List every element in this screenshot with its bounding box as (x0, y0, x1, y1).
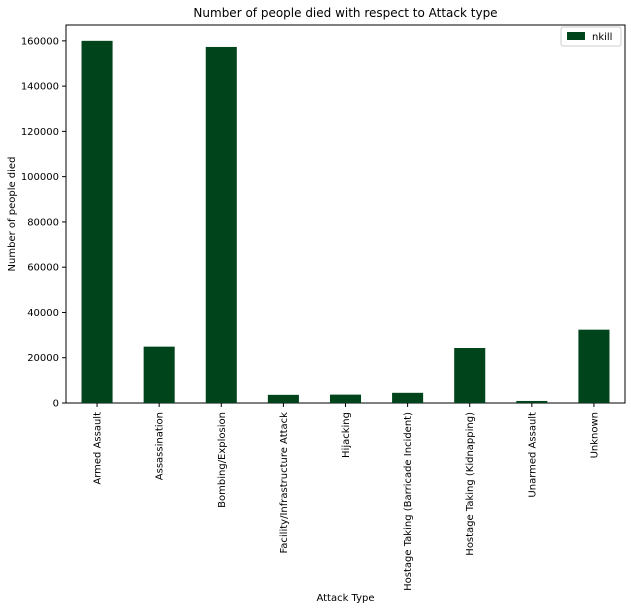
y-tick-label: 80000 (27, 217, 59, 228)
bar (267, 394, 299, 403)
bar (578, 329, 610, 403)
x-tick-label: Bombing/Explosion (217, 412, 228, 508)
x-tick-label: Assassination (155, 412, 166, 480)
y-axis-ticks: 0 20000 40000 60000 80000 100000 120000 140000 1… (21, 36, 66, 410)
y-tick-label: 20000 (27, 353, 59, 364)
legend: nkill (560, 26, 622, 47)
plot-area-frame (65, 24, 626, 404)
y-tick-label: 120000 (21, 127, 59, 138)
y-tick-label: 160000 (21, 36, 59, 47)
y-axis-label: Number of people died (7, 157, 18, 272)
x-tick-label: Unknown (589, 412, 600, 458)
bar (516, 400, 548, 403)
x-tick-label: Unarmed Assault (527, 412, 538, 498)
x-tick-label: Armed Assault (93, 412, 104, 485)
x-tick-label: Facility/Infrastructure Attack (279, 412, 290, 554)
bars-group (81, 40, 610, 404)
y-tick-label: 0 (53, 399, 59, 410)
chart-title: Number of people died with respect to At… (193, 6, 497, 20)
bar (454, 347, 486, 403)
bar (392, 392, 424, 403)
bar (81, 40, 113, 404)
y-tick-label: 60000 (27, 263, 59, 274)
x-tick-label: Hijacking (341, 412, 352, 458)
x-tick-label: Hostage Taking (Barricade Incident) (403, 412, 414, 591)
bar (143, 346, 175, 403)
legend-swatch-nkill (567, 32, 585, 40)
bar (329, 394, 362, 403)
legend-label-nkill: nkill (592, 32, 612, 43)
x-tick-label: Hostage Taking (Kidnapping) (465, 412, 476, 556)
x-axis-label: Attack Type (316, 593, 374, 604)
legend-box (560, 26, 622, 47)
y-tick-label: 140000 (21, 82, 59, 93)
y-tick-label: 40000 (27, 308, 59, 319)
x-axis-ticks: Armed Assault Assassination Bombing/Explos… (93, 403, 600, 591)
bar (205, 46, 237, 403)
y-tick-label: 100000 (21, 172, 59, 183)
